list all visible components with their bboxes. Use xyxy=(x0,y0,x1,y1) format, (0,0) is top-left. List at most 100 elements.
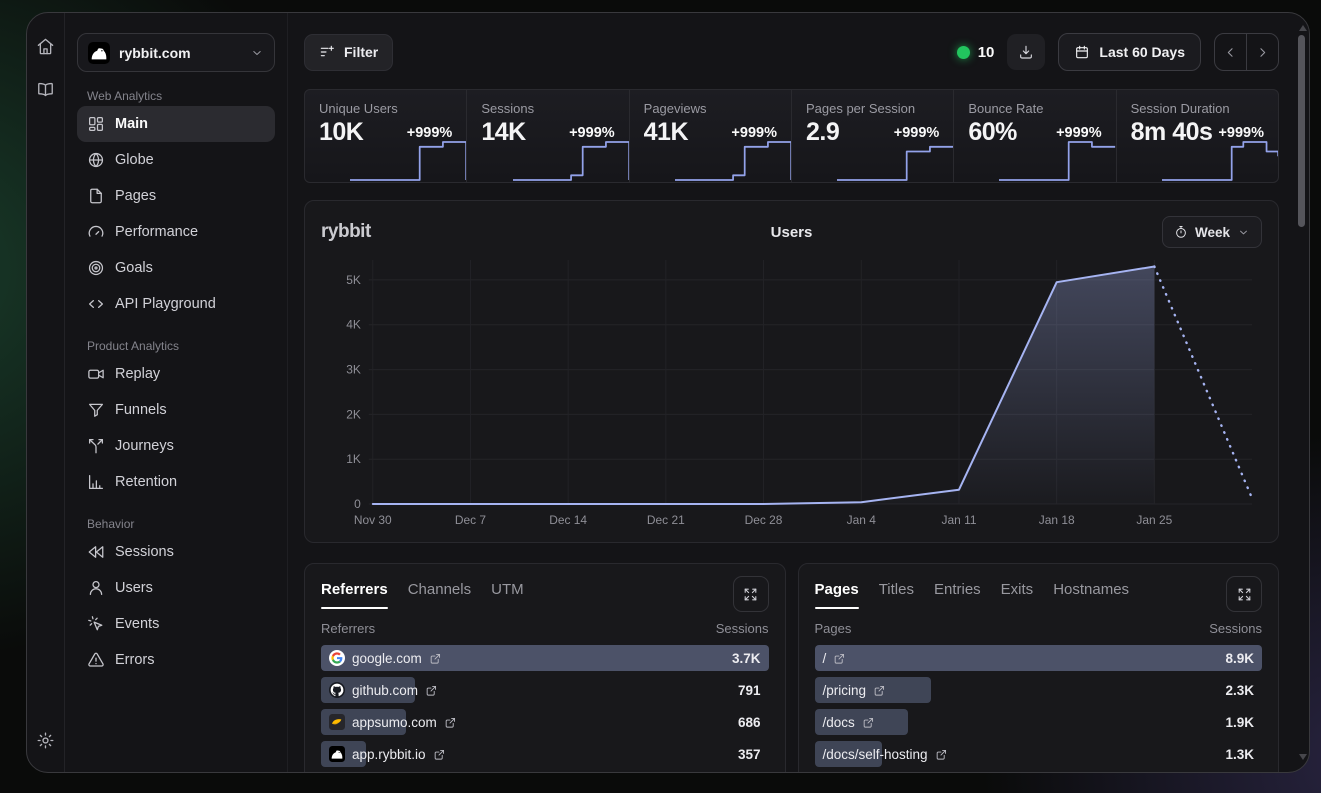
referrers-expand-button[interactable] xyxy=(733,576,769,612)
sidebar-item-sessions[interactable]: Sessions xyxy=(77,534,275,570)
external-link-icon[interactable] xyxy=(433,748,446,761)
sidebar-item-label: API Playground xyxy=(115,296,216,312)
date-pager xyxy=(1214,33,1279,71)
pages-expand-button[interactable] xyxy=(1226,576,1262,612)
referrers-col-header: Referrers xyxy=(321,621,375,636)
app-window: rybbit.com Web AnalyticsMainGlobePagesPe… xyxy=(26,12,1310,773)
sessions-col-header: Sessions xyxy=(1209,621,1262,636)
site-name: rybbit.com xyxy=(119,45,241,61)
sidebar-item-performance[interactable]: Performance xyxy=(77,214,275,250)
stat-card-session-duration[interactable]: Session Duration8m 40s+999% xyxy=(1116,90,1278,182)
stat-label: Sessions xyxy=(481,101,614,116)
chevron-left-icon xyxy=(1223,45,1238,60)
sidebar-item-events[interactable]: Events xyxy=(77,606,275,642)
granularity-select[interactable]: Week xyxy=(1162,216,1262,248)
filter-label: Filter xyxy=(344,44,378,60)
stat-card-bounce-rate[interactable]: Bounce Rate60%+999% xyxy=(953,90,1115,182)
stat-sparkline xyxy=(1162,134,1278,182)
row-sessions-value: 1.9K xyxy=(1225,715,1254,730)
sidebar-item-goals[interactable]: Goals xyxy=(77,250,275,286)
tab-exits[interactable]: Exits xyxy=(1001,581,1034,609)
referrers-row[interactable]: appsumo.com686 xyxy=(321,709,769,735)
sidebar-item-pages[interactable]: Pages xyxy=(77,178,275,214)
tab-channels[interactable]: Channels xyxy=(408,581,471,609)
file-icon xyxy=(87,187,105,205)
svg-text:Dec 21: Dec 21 xyxy=(647,513,685,527)
sidebar-item-label: Performance xyxy=(115,224,198,240)
stat-label: Pageviews xyxy=(644,101,777,116)
chevron-down-icon xyxy=(250,46,264,60)
sidebar-item-globe[interactable]: Globe xyxy=(77,142,275,178)
pages-tabs: Pages Titles Entries Exits Hostnames xyxy=(815,576,1227,609)
sidebar-item-replay[interactable]: Replay xyxy=(77,356,275,392)
tab-utm[interactable]: UTM xyxy=(491,581,524,609)
svg-text:Jan 4: Jan 4 xyxy=(847,513,877,527)
filter-button[interactable]: Filter xyxy=(304,34,393,71)
realtime-users-indicator[interactable]: 10 xyxy=(957,44,995,61)
sidebar-item-main[interactable]: Main xyxy=(77,106,275,142)
live-user-count: 10 xyxy=(978,44,995,61)
external-link-icon[interactable] xyxy=(833,652,846,665)
external-link-icon[interactable] xyxy=(862,716,875,729)
next-period-button[interactable] xyxy=(1246,34,1278,70)
settings-gear-icon[interactable] xyxy=(36,731,55,750)
sidebar-item-label: Globe xyxy=(115,152,154,168)
users-chart-panel: rybbit Users Week 01K2K3K4K5KNov 30Dec 7… xyxy=(304,200,1279,543)
pointer-icon xyxy=(87,615,105,633)
scrollbar-thumb[interactable] xyxy=(1298,35,1305,227)
pages-row[interactable]: /docs/self-hosting1.3K xyxy=(815,741,1263,767)
stat-card-unique-users[interactable]: Unique Users10K+999% xyxy=(305,90,466,182)
tab-entries[interactable]: Entries xyxy=(934,581,981,609)
stat-sparkline xyxy=(999,134,1115,182)
pages-row[interactable]: /8.9K xyxy=(815,645,1263,671)
granularity-label: Week xyxy=(1195,225,1230,240)
svg-text:Jan 11: Jan 11 xyxy=(941,513,976,527)
download-button[interactable] xyxy=(1007,34,1045,70)
row-label: google.com xyxy=(352,651,422,666)
docs-book-icon[interactable] xyxy=(36,80,55,99)
external-link-icon[interactable] xyxy=(444,716,457,729)
sessions-col-header: Sessions xyxy=(716,621,769,636)
sidebar-item-users[interactable]: Users xyxy=(77,570,275,606)
row-sessions-value: 1.3K xyxy=(1225,747,1254,762)
external-link-icon[interactable] xyxy=(429,652,442,665)
sidebar-item-api-playground[interactable]: API Playground xyxy=(77,286,275,322)
site-selector[interactable]: rybbit.com xyxy=(77,33,275,72)
sidebar-item-journeys[interactable]: Journeys xyxy=(77,428,275,464)
row-label: app.rybbit.io xyxy=(352,747,426,762)
home-icon[interactable] xyxy=(36,37,55,56)
pages-row[interactable]: /pricing2.3K xyxy=(815,677,1263,703)
previous-period-button[interactable] xyxy=(1215,34,1246,70)
referrers-row[interactable]: google.com3.7K xyxy=(321,645,769,671)
scroll-up-arrow[interactable] xyxy=(1299,25,1307,31)
github-favicon xyxy=(329,682,345,698)
nav-section-label: Behavior xyxy=(87,517,265,531)
tab-hostnames[interactable]: Hostnames xyxy=(1053,581,1129,609)
stat-card-sessions[interactable]: Sessions14K+999% xyxy=(466,90,628,182)
tab-referrers[interactable]: Referrers xyxy=(321,581,388,609)
stats-row: Unique Users10K+999%Sessions14K+999%Page… xyxy=(304,89,1279,183)
sidebar-item-errors[interactable]: Errors xyxy=(77,642,275,678)
svg-text:Dec 7: Dec 7 xyxy=(455,513,487,527)
referrers-row[interactable]: app.rybbit.io357 xyxy=(321,741,769,767)
external-link-icon[interactable] xyxy=(425,684,438,697)
sidebar-item-funnels[interactable]: Funnels xyxy=(77,392,275,428)
stat-card-pages-per-session[interactable]: Pages per Session2.9+999% xyxy=(791,90,953,182)
row-sessions-value: 8.9K xyxy=(1225,651,1254,666)
row-label: github.com xyxy=(352,683,418,698)
external-link-icon[interactable] xyxy=(935,748,948,761)
row-label: /docs xyxy=(823,715,855,730)
nav-section-label: Product Analytics xyxy=(87,339,265,353)
tab-pages[interactable]: Pages xyxy=(815,581,859,609)
pages-row[interactable]: /docs 1.9K xyxy=(815,709,1263,735)
external-link-icon[interactable] xyxy=(873,684,886,697)
sidebar-item-retention[interactable]: Retention xyxy=(77,464,275,500)
scroll-down-arrow[interactable] xyxy=(1299,754,1307,760)
svg-text:Jan 25: Jan 25 xyxy=(1136,513,1172,527)
stat-label: Pages per Session xyxy=(806,101,939,116)
svg-text:2K: 2K xyxy=(346,407,361,421)
referrers-row[interactable]: github.com791 xyxy=(321,677,769,703)
stat-card-pageviews[interactable]: Pageviews41K+999% xyxy=(629,90,791,182)
tab-titles[interactable]: Titles xyxy=(879,581,914,609)
date-range-button[interactable]: Last 60 Days xyxy=(1058,33,1201,71)
